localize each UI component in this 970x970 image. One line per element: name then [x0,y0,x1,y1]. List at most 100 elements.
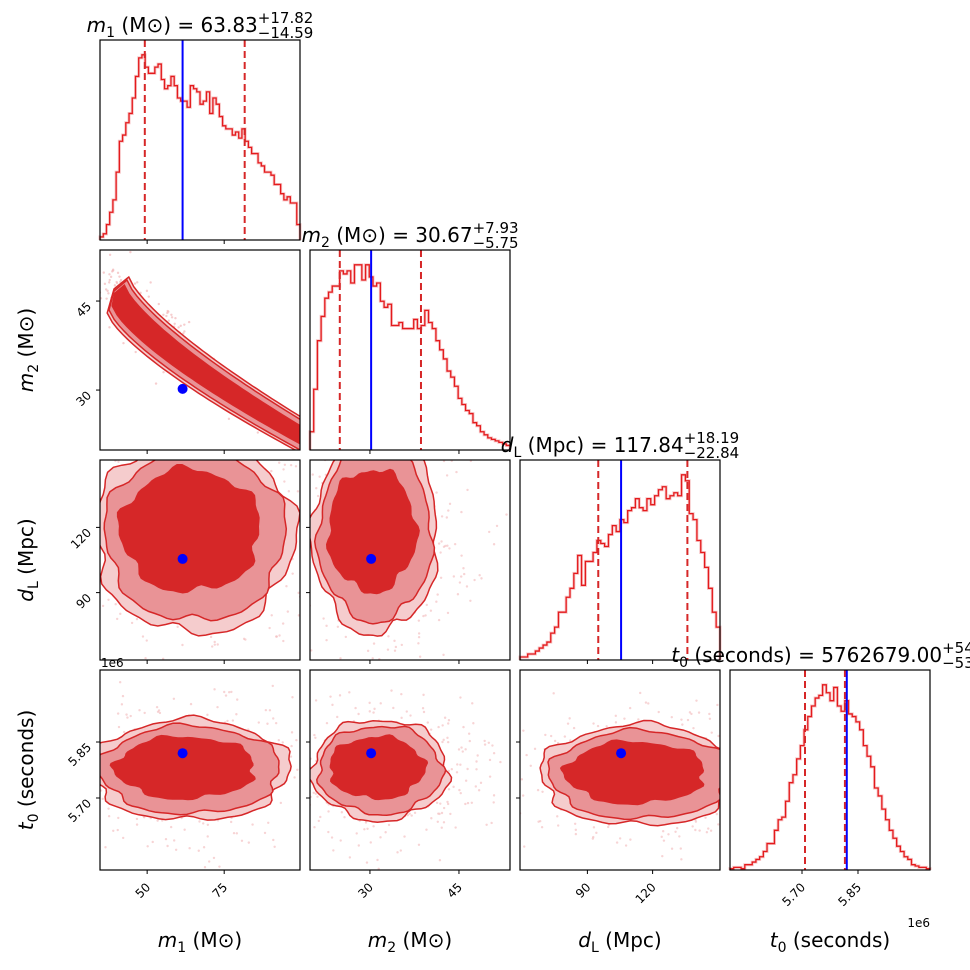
scatter-point [167,319,170,322]
scatter-point [117,460,120,464]
scatter-point [53,815,55,817]
scatter-point [236,698,239,701]
title-subscript: 0 [679,655,688,671]
scatter-point [305,788,307,790]
scatter-point [660,835,663,839]
scatter-point [187,320,191,324]
scatter-point [96,295,98,297]
scatter-point [452,785,455,789]
scatter-point [80,484,82,486]
scatter-point [330,836,334,839]
scatter-point [96,693,98,695]
scatter-point [446,736,449,740]
scatter-point [308,456,310,458]
scatter-point [457,748,461,751]
scatter-point [92,461,94,463]
scatter-point [149,281,152,284]
scatter-point [307,461,309,463]
contour-panel-m1-dL [79,448,301,664]
scatter-point [541,790,544,793]
scatter-point [446,544,449,547]
x-axis-label-m1: m1 (M⊙) [158,928,242,956]
scatter-point [165,452,167,454]
scatter-point [307,736,309,738]
scatter-point [446,802,450,806]
scatter-point [274,721,278,725]
scatter-point [47,757,49,759]
scatter-point [691,825,694,828]
scatter-point [460,554,463,557]
scatter-point [325,638,328,642]
x-tick-label: 50 [133,880,154,901]
scatter-point [387,823,391,827]
scatter-point [639,691,642,695]
label-symbol: m [368,928,387,952]
scatter-point [710,731,713,734]
scatter-point [208,860,211,863]
scatter-point [172,839,176,842]
scatter-point [469,599,472,603]
scatter-point [305,789,307,791]
scatter-point [400,643,404,647]
scatter-point [705,831,709,834]
scatter-point [314,736,317,739]
scatter-point [319,815,322,819]
scatter-point [79,522,81,524]
scatter-point [317,819,321,823]
scatter-point [107,814,111,818]
scatter-point [446,800,449,804]
scatter-point [279,801,283,805]
scatter-point [170,313,173,317]
scatter-point [87,774,89,776]
scatter-point [91,715,93,717]
scatter-point [272,838,275,842]
scatter-point [146,457,148,459]
scatter-point [273,845,276,848]
scatter-point [170,452,172,454]
scatter-point [485,823,488,826]
scatter-point [393,639,396,643]
scatter-point [90,448,92,450]
scatter-point [314,699,318,702]
scatter-point [157,302,160,306]
scatter-point [275,635,278,638]
scatter-point [107,598,110,601]
scatter-point [442,653,445,657]
scatter-point [133,282,137,285]
scatter-point [307,765,309,767]
panel-frame [309,249,511,451]
scatter-point [157,709,161,712]
scatter-point [144,656,147,660]
scatter-point [447,719,451,722]
scatter-point [459,763,462,766]
scatter-point [488,530,491,534]
hist-step-line [519,474,721,660]
scatter-point [230,690,233,694]
scatter-point [447,788,451,791]
scatter-point [379,456,381,458]
scatter-point [725,807,727,809]
scatter-point [614,714,617,718]
scatter-point [410,665,412,667]
scatter-point [662,839,666,842]
scatter-point [209,635,213,639]
scatter-point [437,618,441,622]
scatter-point [357,663,359,665]
label-symbol: m [14,373,38,392]
scatter-point [211,645,214,648]
scatter-point [466,767,469,771]
scatter-point [88,512,90,514]
label-unit: (Mpc) [599,928,662,952]
scatter-point [196,451,198,453]
panel-frame [519,459,721,661]
scatter-point [162,370,165,374]
scatter-point [721,794,723,796]
scatter-point [441,740,444,744]
scatter-point [574,832,578,836]
scatter-point [272,717,275,720]
scatter-point [303,732,305,734]
scatter-point [406,814,409,817]
scatter-point [630,665,632,667]
x-tick-label: 90 [573,880,594,901]
scatter-point [623,717,626,720]
